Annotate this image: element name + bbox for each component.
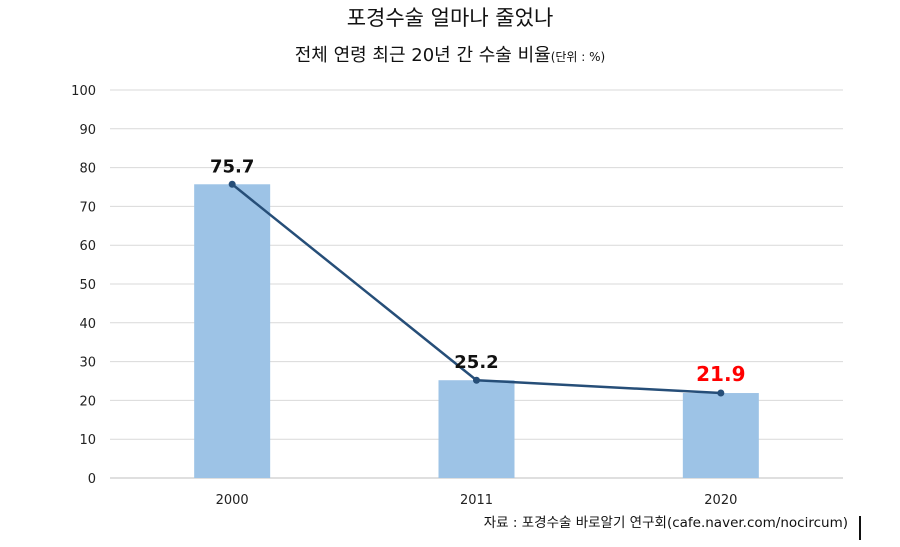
data-label: 25.2 bbox=[454, 352, 498, 373]
data-label: 21.9 bbox=[696, 362, 745, 386]
y-tick-label: 70 bbox=[79, 200, 96, 215]
text-cursor bbox=[859, 516, 861, 540]
bar bbox=[682, 393, 759, 478]
chart-title: 포경수술 얼마나 줄었나 bbox=[346, 6, 554, 30]
y-tick-label: 80 bbox=[79, 162, 96, 177]
y-tick-label: 10 bbox=[79, 433, 96, 448]
data-point bbox=[717, 389, 725, 397]
y-tick-label: 30 bbox=[79, 356, 96, 371]
source-note: 자료 : 포경수술 바로알기 연구회(cafe.naver.com/nocirc… bbox=[483, 515, 848, 531]
y-tick-label: 0 bbox=[88, 472, 96, 487]
y-tick-label: 100 bbox=[71, 84, 96, 99]
x-tick-label: 2000 bbox=[216, 493, 249, 508]
bar bbox=[194, 184, 271, 478]
unit-label: (단위 : %) bbox=[550, 50, 606, 64]
y-tick-label: 60 bbox=[79, 239, 96, 254]
chart-subtitle: 전체 연령 최근 20년 간 수술 비율(단위 : %) bbox=[0, 41, 900, 67]
data-point bbox=[473, 376, 480, 384]
x-tick-label: 2011 bbox=[460, 493, 493, 508]
data-point bbox=[228, 180, 236, 188]
y-tick-label: 20 bbox=[79, 394, 96, 409]
bar bbox=[438, 380, 515, 478]
data-label: 75.7 bbox=[210, 156, 254, 177]
y-tick-label: 90 bbox=[79, 123, 96, 138]
y-tick-label: 40 bbox=[79, 317, 96, 332]
y-tick-label: 50 bbox=[79, 278, 96, 293]
subtitle-text: 전체 연령 최근 20년 간 수술 비율 bbox=[294, 45, 551, 66]
x-tick-label: 2020 bbox=[704, 493, 737, 508]
